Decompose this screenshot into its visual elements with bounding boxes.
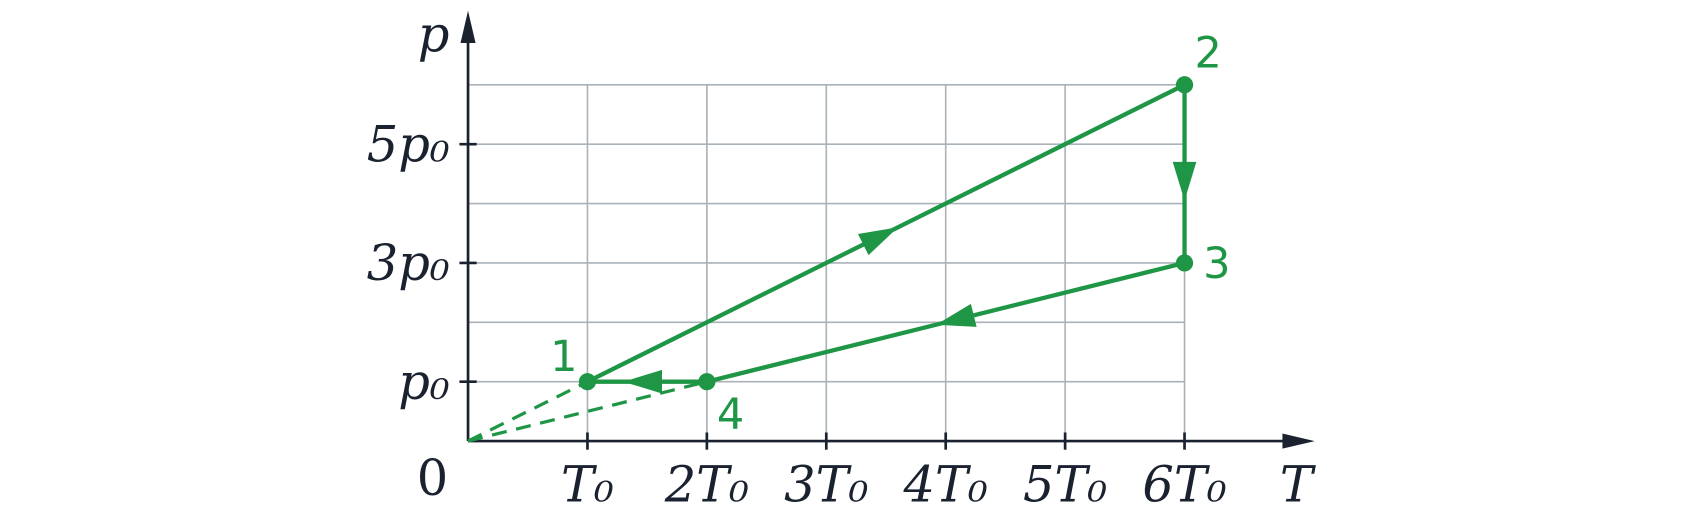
state-label: 1 [550,332,577,382]
state-point [1175,76,1194,94]
y-tick-label: p₀ [398,353,450,411]
x-tick-label: 4T₀ [903,455,988,513]
origin-label: 0 [417,449,448,507]
state-label: 2 [1195,29,1222,79]
state-point [1175,254,1194,272]
y-tick-label: 3p₀ [367,234,450,292]
process-arrow [936,303,977,327]
x-tick-label: 2T₀ [664,455,749,513]
x-tick-label: 3T₀ [784,455,868,513]
t-axis-arrow [1282,433,1315,449]
p-axis-arrow [460,10,476,44]
t-axis-label: T [1280,455,1317,513]
dashed-extension [467,380,589,443]
state-point [698,373,716,391]
process-arrow [1172,161,1197,201]
state-label: 3 [1203,239,1230,289]
dashed-extension [467,380,708,443]
process-arrow [623,369,663,394]
x-tick-label: 6T₀ [1142,455,1226,513]
process-arrow [857,227,898,256]
state-label: 4 [717,390,744,440]
p-axis-label: p [418,6,450,64]
state-point [578,373,597,391]
x-tick-label: 5T₀ [1023,455,1107,513]
y-tick-label: 5p₀ [367,115,450,173]
x-tick-label: T₀ [561,455,614,513]
